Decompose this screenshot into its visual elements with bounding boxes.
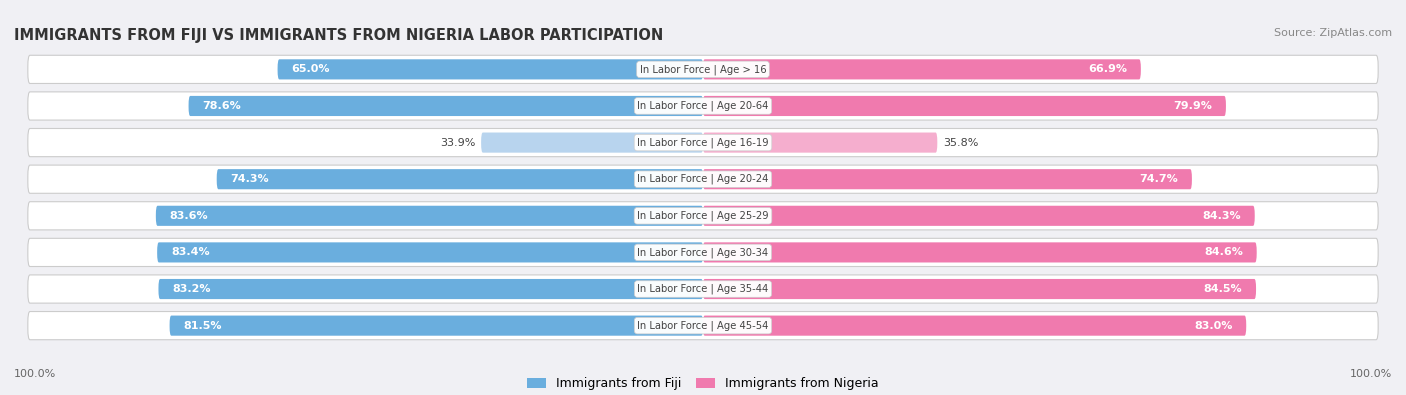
- FancyBboxPatch shape: [28, 128, 1378, 157]
- Text: IMMIGRANTS FROM FIJI VS IMMIGRANTS FROM NIGERIA LABOR PARTICIPATION: IMMIGRANTS FROM FIJI VS IMMIGRANTS FROM …: [14, 28, 664, 43]
- FancyBboxPatch shape: [28, 202, 1378, 230]
- Legend: Immigrants from Fiji, Immigrants from Nigeria: Immigrants from Fiji, Immigrants from Ni…: [522, 372, 884, 395]
- FancyBboxPatch shape: [703, 132, 938, 152]
- Text: 83.4%: 83.4%: [172, 247, 209, 258]
- FancyBboxPatch shape: [703, 59, 1140, 79]
- Text: 83.6%: 83.6%: [170, 211, 208, 221]
- Text: In Labor Force | Age 35-44: In Labor Force | Age 35-44: [637, 284, 769, 294]
- Text: In Labor Force | Age > 16: In Labor Force | Age > 16: [640, 64, 766, 75]
- Text: 65.0%: 65.0%: [291, 64, 330, 74]
- Text: 84.5%: 84.5%: [1204, 284, 1243, 294]
- Text: 84.3%: 84.3%: [1202, 211, 1241, 221]
- FancyBboxPatch shape: [188, 96, 703, 116]
- Text: 83.0%: 83.0%: [1194, 321, 1233, 331]
- FancyBboxPatch shape: [170, 316, 703, 336]
- Text: 66.9%: 66.9%: [1088, 64, 1128, 74]
- FancyBboxPatch shape: [159, 279, 703, 299]
- FancyBboxPatch shape: [703, 316, 1246, 336]
- Text: 35.8%: 35.8%: [943, 137, 979, 148]
- Text: 84.6%: 84.6%: [1204, 247, 1243, 258]
- Text: In Labor Force | Age 16-19: In Labor Force | Age 16-19: [637, 137, 769, 148]
- FancyBboxPatch shape: [28, 165, 1378, 193]
- FancyBboxPatch shape: [703, 279, 1256, 299]
- FancyBboxPatch shape: [703, 169, 1192, 189]
- Text: Source: ZipAtlas.com: Source: ZipAtlas.com: [1274, 28, 1392, 38]
- Text: In Labor Force | Age 30-34: In Labor Force | Age 30-34: [637, 247, 769, 258]
- FancyBboxPatch shape: [217, 169, 703, 189]
- FancyBboxPatch shape: [28, 238, 1378, 267]
- Text: 81.5%: 81.5%: [183, 321, 222, 331]
- Text: In Labor Force | Age 45-54: In Labor Force | Age 45-54: [637, 320, 769, 331]
- Text: 100.0%: 100.0%: [14, 369, 56, 379]
- FancyBboxPatch shape: [277, 59, 703, 79]
- FancyBboxPatch shape: [28, 55, 1378, 83]
- Text: In Labor Force | Age 25-29: In Labor Force | Age 25-29: [637, 211, 769, 221]
- Text: 79.9%: 79.9%: [1173, 101, 1212, 111]
- Text: 33.9%: 33.9%: [440, 137, 475, 148]
- FancyBboxPatch shape: [157, 243, 703, 263]
- FancyBboxPatch shape: [481, 132, 703, 152]
- FancyBboxPatch shape: [703, 206, 1254, 226]
- FancyBboxPatch shape: [703, 243, 1257, 263]
- FancyBboxPatch shape: [28, 312, 1378, 340]
- Text: 100.0%: 100.0%: [1350, 369, 1392, 379]
- Text: In Labor Force | Age 20-64: In Labor Force | Age 20-64: [637, 101, 769, 111]
- Text: In Labor Force | Age 20-24: In Labor Force | Age 20-24: [637, 174, 769, 184]
- FancyBboxPatch shape: [156, 206, 703, 226]
- FancyBboxPatch shape: [28, 92, 1378, 120]
- Text: 74.7%: 74.7%: [1139, 174, 1178, 184]
- Text: 74.3%: 74.3%: [231, 174, 269, 184]
- Text: 83.2%: 83.2%: [173, 284, 211, 294]
- Text: 78.6%: 78.6%: [202, 101, 240, 111]
- FancyBboxPatch shape: [28, 275, 1378, 303]
- FancyBboxPatch shape: [703, 96, 1226, 116]
